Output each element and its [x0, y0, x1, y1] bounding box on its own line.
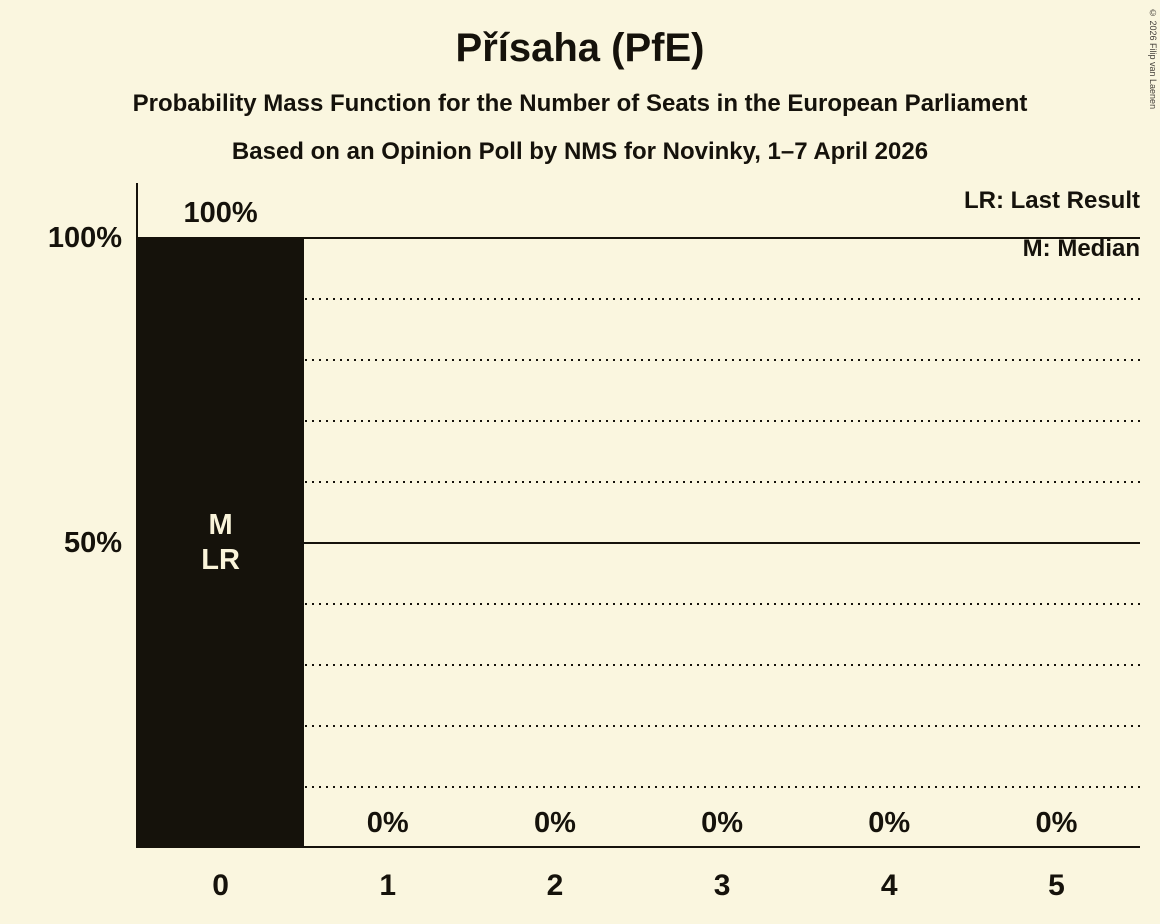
bar-value-label: 0%	[868, 807, 911, 839]
bar-value-label: 0%	[366, 807, 409, 839]
chart-subtitle: Probability Mass Function for the Number…	[132, 90, 1028, 117]
y-tick-label: 100%	[47, 222, 122, 254]
x-tick-label: 5	[1048, 869, 1065, 902]
gridline-dotted	[137, 359, 1140, 361]
gridline-dotted	[137, 298, 1140, 300]
bar	[137, 238, 305, 848]
x-axis-line	[136, 846, 1140, 848]
gridline-dotted	[137, 481, 1140, 483]
gridline-dotted	[137, 420, 1140, 422]
bar-value-label: 100%	[183, 197, 258, 229]
bar-value-label: 0%	[533, 807, 576, 839]
x-tick-label: 1	[379, 869, 397, 902]
x-tick-label: 4	[880, 869, 898, 902]
y-tick-label: 50%	[63, 527, 122, 559]
copyright-notice: © 2026 Filip van Laenen	[1148, 8, 1158, 110]
legend-last-result: LR: Last Result	[963, 187, 1140, 214]
bar-annotation-line: LR	[201, 544, 240, 576]
gridline-solid	[137, 237, 1140, 239]
gridline-dotted	[137, 786, 1140, 788]
x-tick-label: 3	[713, 869, 731, 902]
bar-annotation-line: M	[208, 509, 233, 542]
gridline-dotted	[137, 725, 1140, 727]
bar-value-label: 0%	[1035, 807, 1078, 839]
bar-annotation: M LR	[137, 238, 304, 848]
gridline-dotted	[137, 664, 1140, 666]
x-tick-label: 0	[212, 869, 229, 902]
chart-subtitle-source: Based on an Opinion Poll by NMS for Novi…	[231, 138, 929, 165]
page-title: Přísaha (PfE)	[455, 26, 705, 70]
x-tick-label: 2	[546, 869, 564, 902]
gridline-dotted	[137, 603, 1140, 605]
legend-median: M: Median	[1022, 235, 1140, 262]
bar-value-label: 0%	[701, 807, 744, 839]
gridline-solid	[137, 542, 1140, 544]
